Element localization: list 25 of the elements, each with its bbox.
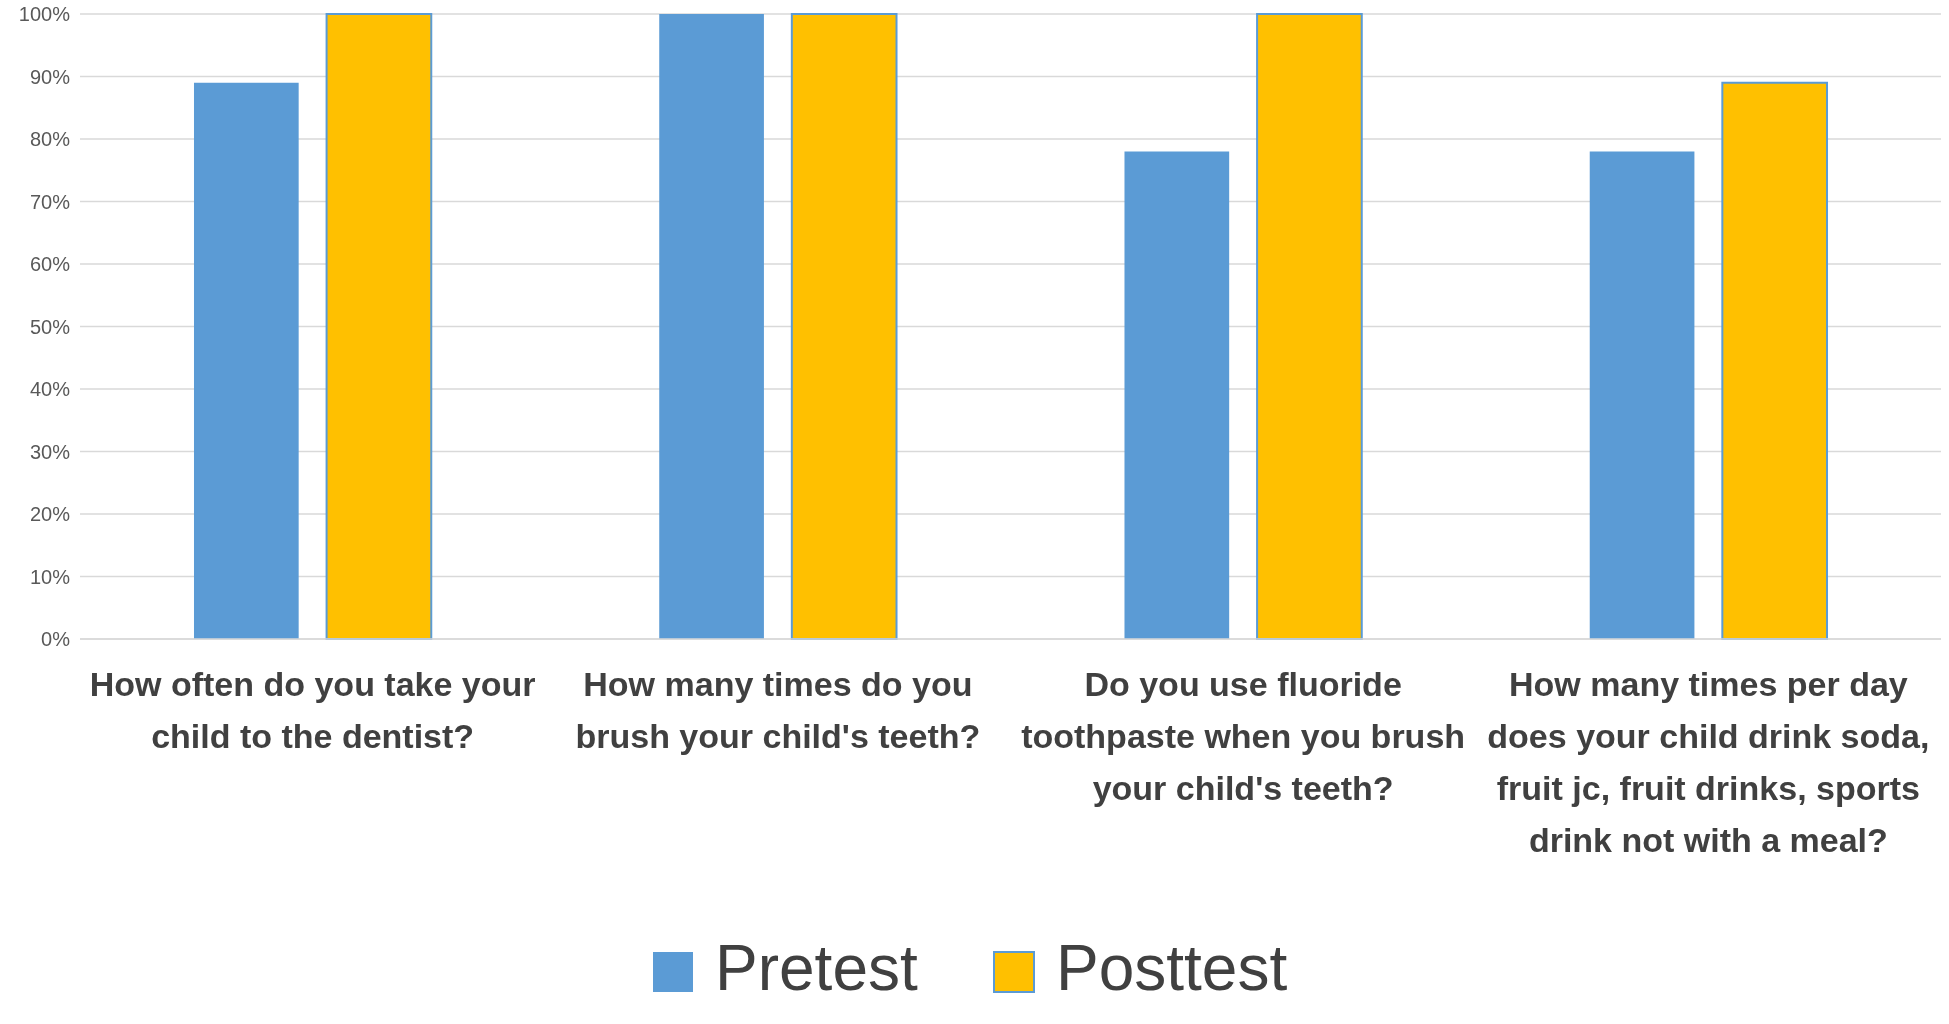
bar: [1721, 81, 1829, 640]
bar: [659, 14, 764, 639]
y-tick-label: 70%: [29, 190, 71, 213]
y-tick-label: 50%: [29, 315, 71, 338]
x-tick-label: Do you use fluoride toothpaste when you brush your child's teeth?: [1021, 665, 1466, 807]
y-tick-label: 20%: [29, 503, 71, 525]
y-tick-label: 0%: [41, 628, 71, 650]
bar: [1589, 151, 1695, 639]
y-tick-label: 100%: [18, 3, 71, 25]
y-tick-label: 40%: [29, 378, 71, 400]
x-tick-label: How many times per day does your child drink soda, fruit jc, fruit drinks, sports drink not with a meal?: [1487, 665, 1930, 859]
legend-label: Posttest: [1056, 932, 1288, 1004]
x-tick-label: How many times do you brush your child's teeth?: [575, 665, 981, 755]
y-tick-label: 10%: [29, 565, 71, 588]
legend-label: Pretest: [715, 932, 918, 1004]
y-tick-label: 90%: [29, 65, 71, 88]
y-tick-label: 30%: [29, 440, 71, 463]
bar: [1256, 13, 1363, 640]
bar: [193, 82, 299, 639]
x-tick-label: How often do you take your child to the dentist?: [89, 665, 536, 755]
bar: [790, 13, 898, 640]
bar: [325, 13, 433, 640]
y-tick-label: 80%: [29, 128, 71, 150]
y-tick-label: 60%: [29, 253, 71, 275]
bar: [1124, 151, 1230, 639]
